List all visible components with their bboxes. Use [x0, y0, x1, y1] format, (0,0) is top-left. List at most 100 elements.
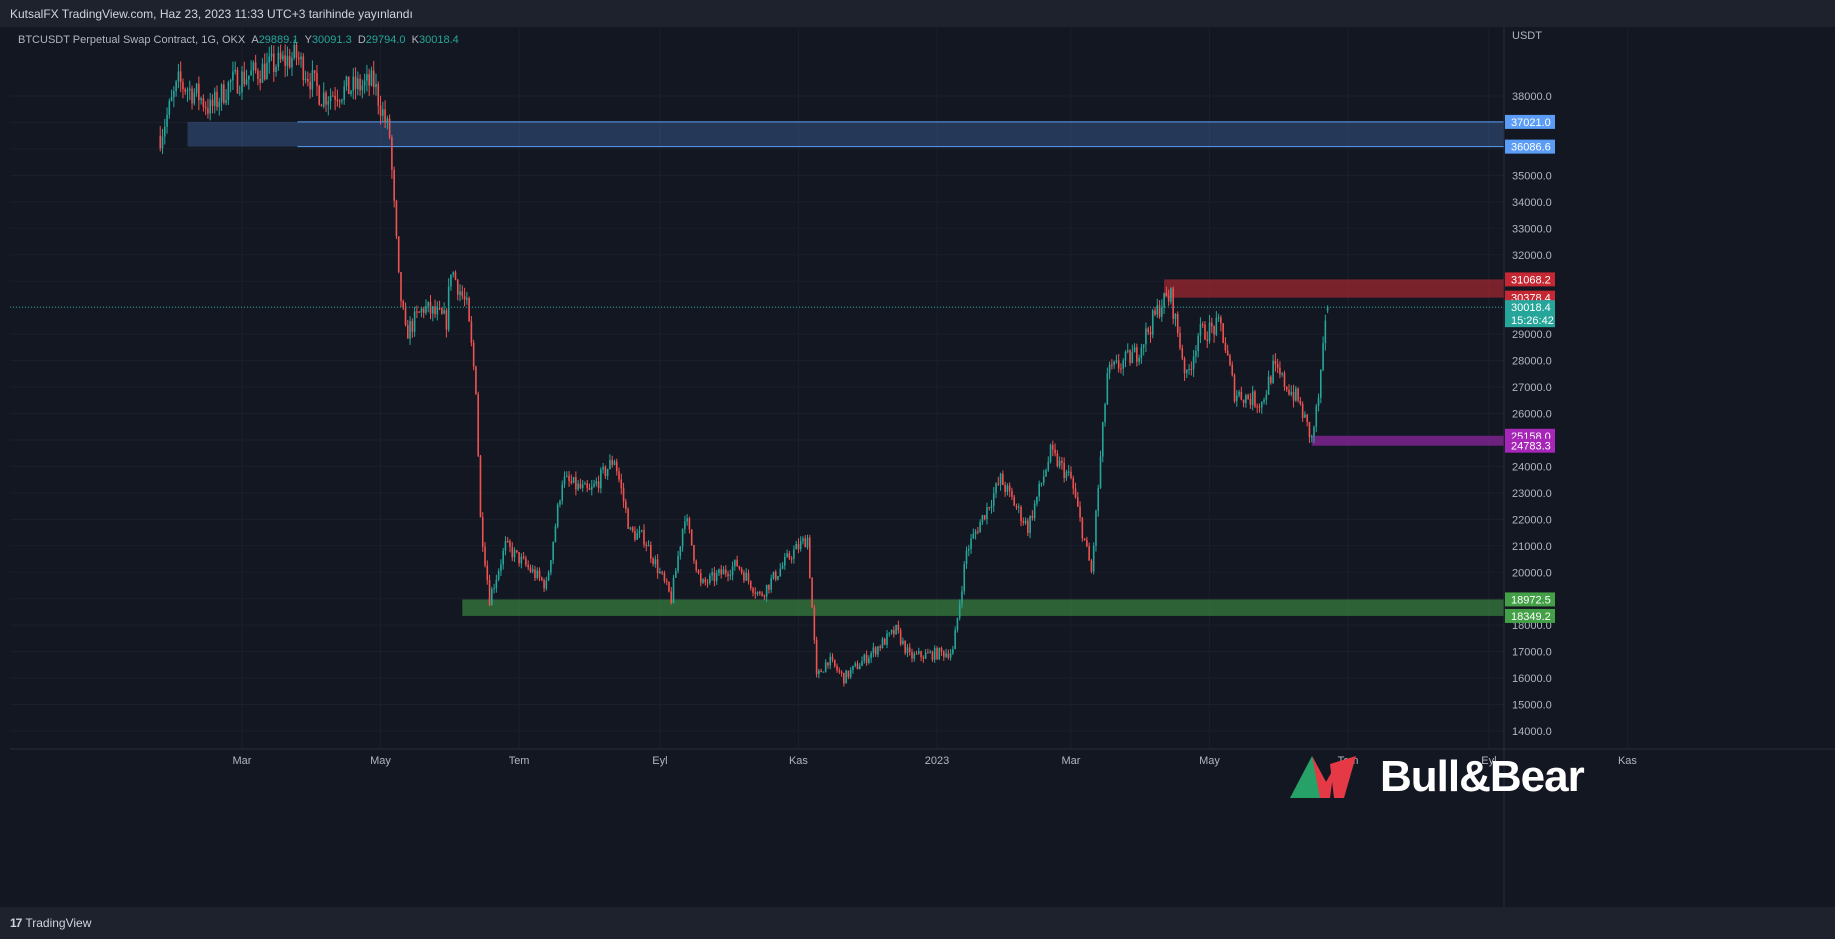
candle	[320, 103, 323, 107]
candle	[847, 670, 850, 680]
candle-body	[786, 553, 788, 557]
candle-body	[554, 526, 557, 542]
candle-body	[602, 466, 604, 470]
candle	[1079, 501, 1081, 522]
candle-body	[466, 297, 468, 300]
candle-body	[797, 544, 800, 550]
candle	[906, 644, 909, 658]
candle	[1297, 387, 1299, 403]
candle-body	[1047, 461, 1050, 470]
candle	[634, 526, 636, 542]
candle-body	[1279, 367, 1281, 375]
candle	[261, 58, 264, 84]
candle-body	[1058, 460, 1061, 467]
candle	[670, 586, 673, 605]
candle-body	[734, 559, 736, 567]
candle-body	[320, 104, 323, 107]
chart-area[interactable]: USDT14000.015000.016000.017000.018000.01…	[10, 27, 1835, 907]
candle-body	[631, 527, 634, 531]
candle-body	[718, 569, 720, 574]
candle	[786, 549, 788, 558]
candle	[295, 43, 298, 66]
candle-body	[486, 565, 489, 581]
candle	[788, 550, 791, 561]
current-price-tag-bg	[1505, 300, 1555, 328]
candle	[1181, 344, 1184, 361]
candle	[913, 651, 916, 662]
candle-body	[852, 665, 854, 670]
candle-body	[711, 572, 713, 576]
candle-body	[429, 301, 432, 314]
candle	[502, 547, 504, 570]
candle	[629, 526, 632, 531]
candle	[908, 643, 911, 656]
candle	[161, 128, 164, 155]
candle	[1176, 311, 1179, 338]
publish-bar: KutsalFX TradingView.com, Haz 23, 2023 1…	[0, 0, 1835, 27]
candle-body	[427, 301, 430, 307]
candle	[318, 84, 321, 106]
candle	[1308, 421, 1311, 444]
zone-labels: 37021.036086.631068.230378.425158.024783…	[1505, 114, 1555, 623]
candle-body	[372, 70, 375, 87]
candle-body	[1054, 449, 1056, 454]
candle-body	[749, 580, 752, 589]
candle	[202, 94, 205, 112]
candle-body	[1313, 426, 1315, 437]
candle-body	[1217, 317, 1220, 319]
candles	[159, 39, 1329, 687]
candle	[774, 569, 777, 582]
candle	[981, 514, 984, 525]
candle-body	[824, 662, 827, 672]
candle	[1004, 481, 1006, 497]
candle-body	[829, 656, 832, 666]
candle	[1074, 482, 1077, 499]
candle	[538, 567, 541, 582]
candle	[606, 468, 609, 480]
candle	[279, 44, 282, 63]
candle-body	[1240, 391, 1243, 400]
candle-body	[820, 670, 822, 673]
candle	[940, 646, 943, 656]
candle-body	[938, 647, 941, 660]
candle-body	[699, 573, 702, 583]
candle	[652, 556, 654, 567]
zone-demand-purple	[1311, 435, 1504, 446]
candle-body	[940, 647, 943, 652]
candle-body	[906, 647, 909, 654]
candle	[858, 662, 861, 670]
candle-body	[332, 95, 334, 97]
candle	[350, 89, 352, 97]
candle-body	[1067, 471, 1070, 473]
candle-body	[902, 640, 904, 644]
candle	[1027, 518, 1029, 537]
candle	[677, 550, 679, 574]
candle-body	[606, 468, 609, 477]
candle	[309, 72, 311, 99]
candle	[604, 465, 607, 480]
candle	[954, 626, 956, 650]
candle-body	[288, 56, 291, 68]
candlestick-chart[interactable]: USDT14000.015000.016000.017000.018000.01…	[10, 27, 1835, 907]
candle-body	[654, 559, 657, 565]
candle-body	[1052, 444, 1054, 450]
candle-body	[854, 663, 857, 666]
tradingview-brand[interactable]: 17 TradingView	[10, 916, 91, 930]
candle-body	[1183, 358, 1186, 374]
candle	[245, 69, 248, 86]
candle	[1140, 343, 1143, 364]
candle-body	[511, 547, 514, 558]
candle-body	[890, 629, 893, 633]
candle	[697, 569, 700, 575]
candle-body	[347, 76, 350, 95]
candle-body	[386, 118, 389, 123]
candle	[397, 236, 400, 274]
publish-info: KutsalFX TradingView.com, Haz 23, 2023 1…	[10, 7, 413, 21]
candle-body	[933, 648, 936, 660]
candle	[1042, 469, 1045, 486]
candle	[684, 515, 686, 534]
price-tick-label: 34000.0	[1512, 197, 1552, 209]
candle	[1154, 307, 1156, 317]
candle-body	[838, 670, 841, 672]
candle-body	[1086, 539, 1088, 547]
